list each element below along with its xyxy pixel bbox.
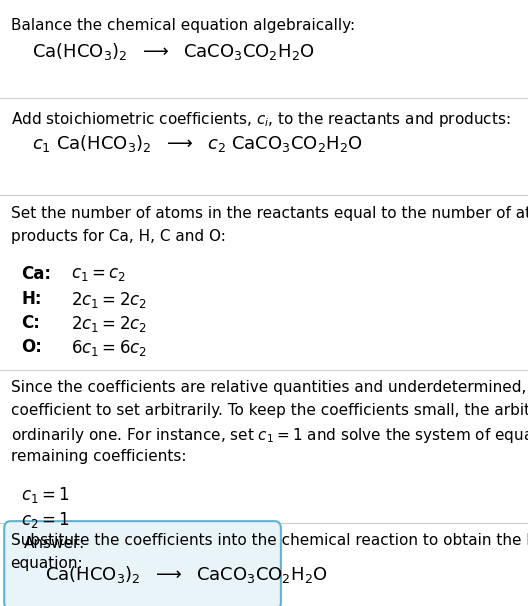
Text: Ca(HCO$_3$)$_2$  $\longrightarrow$  CaCO$_3$CO$_2$H$_2$O: Ca(HCO$_3$)$_2$ $\longrightarrow$ CaCO$_… <box>45 564 328 585</box>
Text: Ca(HCO$_3$)$_2$  $\longrightarrow$  CaCO$_3$CO$_2$H$_2$O: Ca(HCO$_3$)$_2$ $\longrightarrow$ CaCO$_… <box>32 41 315 62</box>
Text: Substitute the coefficients into the chemical reaction to obtain the balanced: Substitute the coefficients into the che… <box>11 533 528 548</box>
Text: C:: C: <box>21 314 40 332</box>
Text: O:: O: <box>21 338 42 356</box>
Text: Add stoichiometric coefficients, $c_i$, to the reactants and products:: Add stoichiometric coefficients, $c_i$, … <box>11 110 510 129</box>
Text: $c_1 = c_2$: $c_1 = c_2$ <box>71 265 126 284</box>
Text: Answer:: Answer: <box>24 536 85 551</box>
Text: ordinarily one. For instance, set $c_1 = 1$ and solve the system of equations fo: ordinarily one. For instance, set $c_1 =… <box>11 426 528 445</box>
Text: products for Ca, H, C and O:: products for Ca, H, C and O: <box>11 229 225 244</box>
Text: remaining coefficients:: remaining coefficients: <box>11 449 186 464</box>
Text: $c_2 = 1$: $c_2 = 1$ <box>21 510 70 530</box>
Text: Balance the chemical equation algebraically:: Balance the chemical equation algebraica… <box>11 18 355 33</box>
Text: coefficient to set arbitrarily. To keep the coefficients small, the arbitrary va: coefficient to set arbitrarily. To keep … <box>11 403 528 418</box>
Text: H:: H: <box>21 290 42 308</box>
FancyBboxPatch shape <box>4 521 281 606</box>
Text: $c_1 = 1$: $c_1 = 1$ <box>21 485 70 505</box>
Text: Ca:: Ca: <box>21 265 51 284</box>
Text: equation:: equation: <box>11 556 83 571</box>
Text: $6 c_1 = 6 c_2$: $6 c_1 = 6 c_2$ <box>71 338 147 358</box>
Text: $2 c_1 = 2 c_2$: $2 c_1 = 2 c_2$ <box>71 290 147 310</box>
Text: $c_1$ Ca(HCO$_3$)$_2$  $\longrightarrow$  $c_2$ CaCO$_3$CO$_2$H$_2$O: $c_1$ Ca(HCO$_3$)$_2$ $\longrightarrow$ … <box>32 133 363 155</box>
Text: Set the number of atoms in the reactants equal to the number of atoms in the: Set the number of atoms in the reactants… <box>11 206 528 221</box>
Text: Since the coefficients are relative quantities and underdetermined, choose a: Since the coefficients are relative quan… <box>11 380 528 395</box>
Text: $2 c_1 = 2 c_2$: $2 c_1 = 2 c_2$ <box>71 314 147 334</box>
